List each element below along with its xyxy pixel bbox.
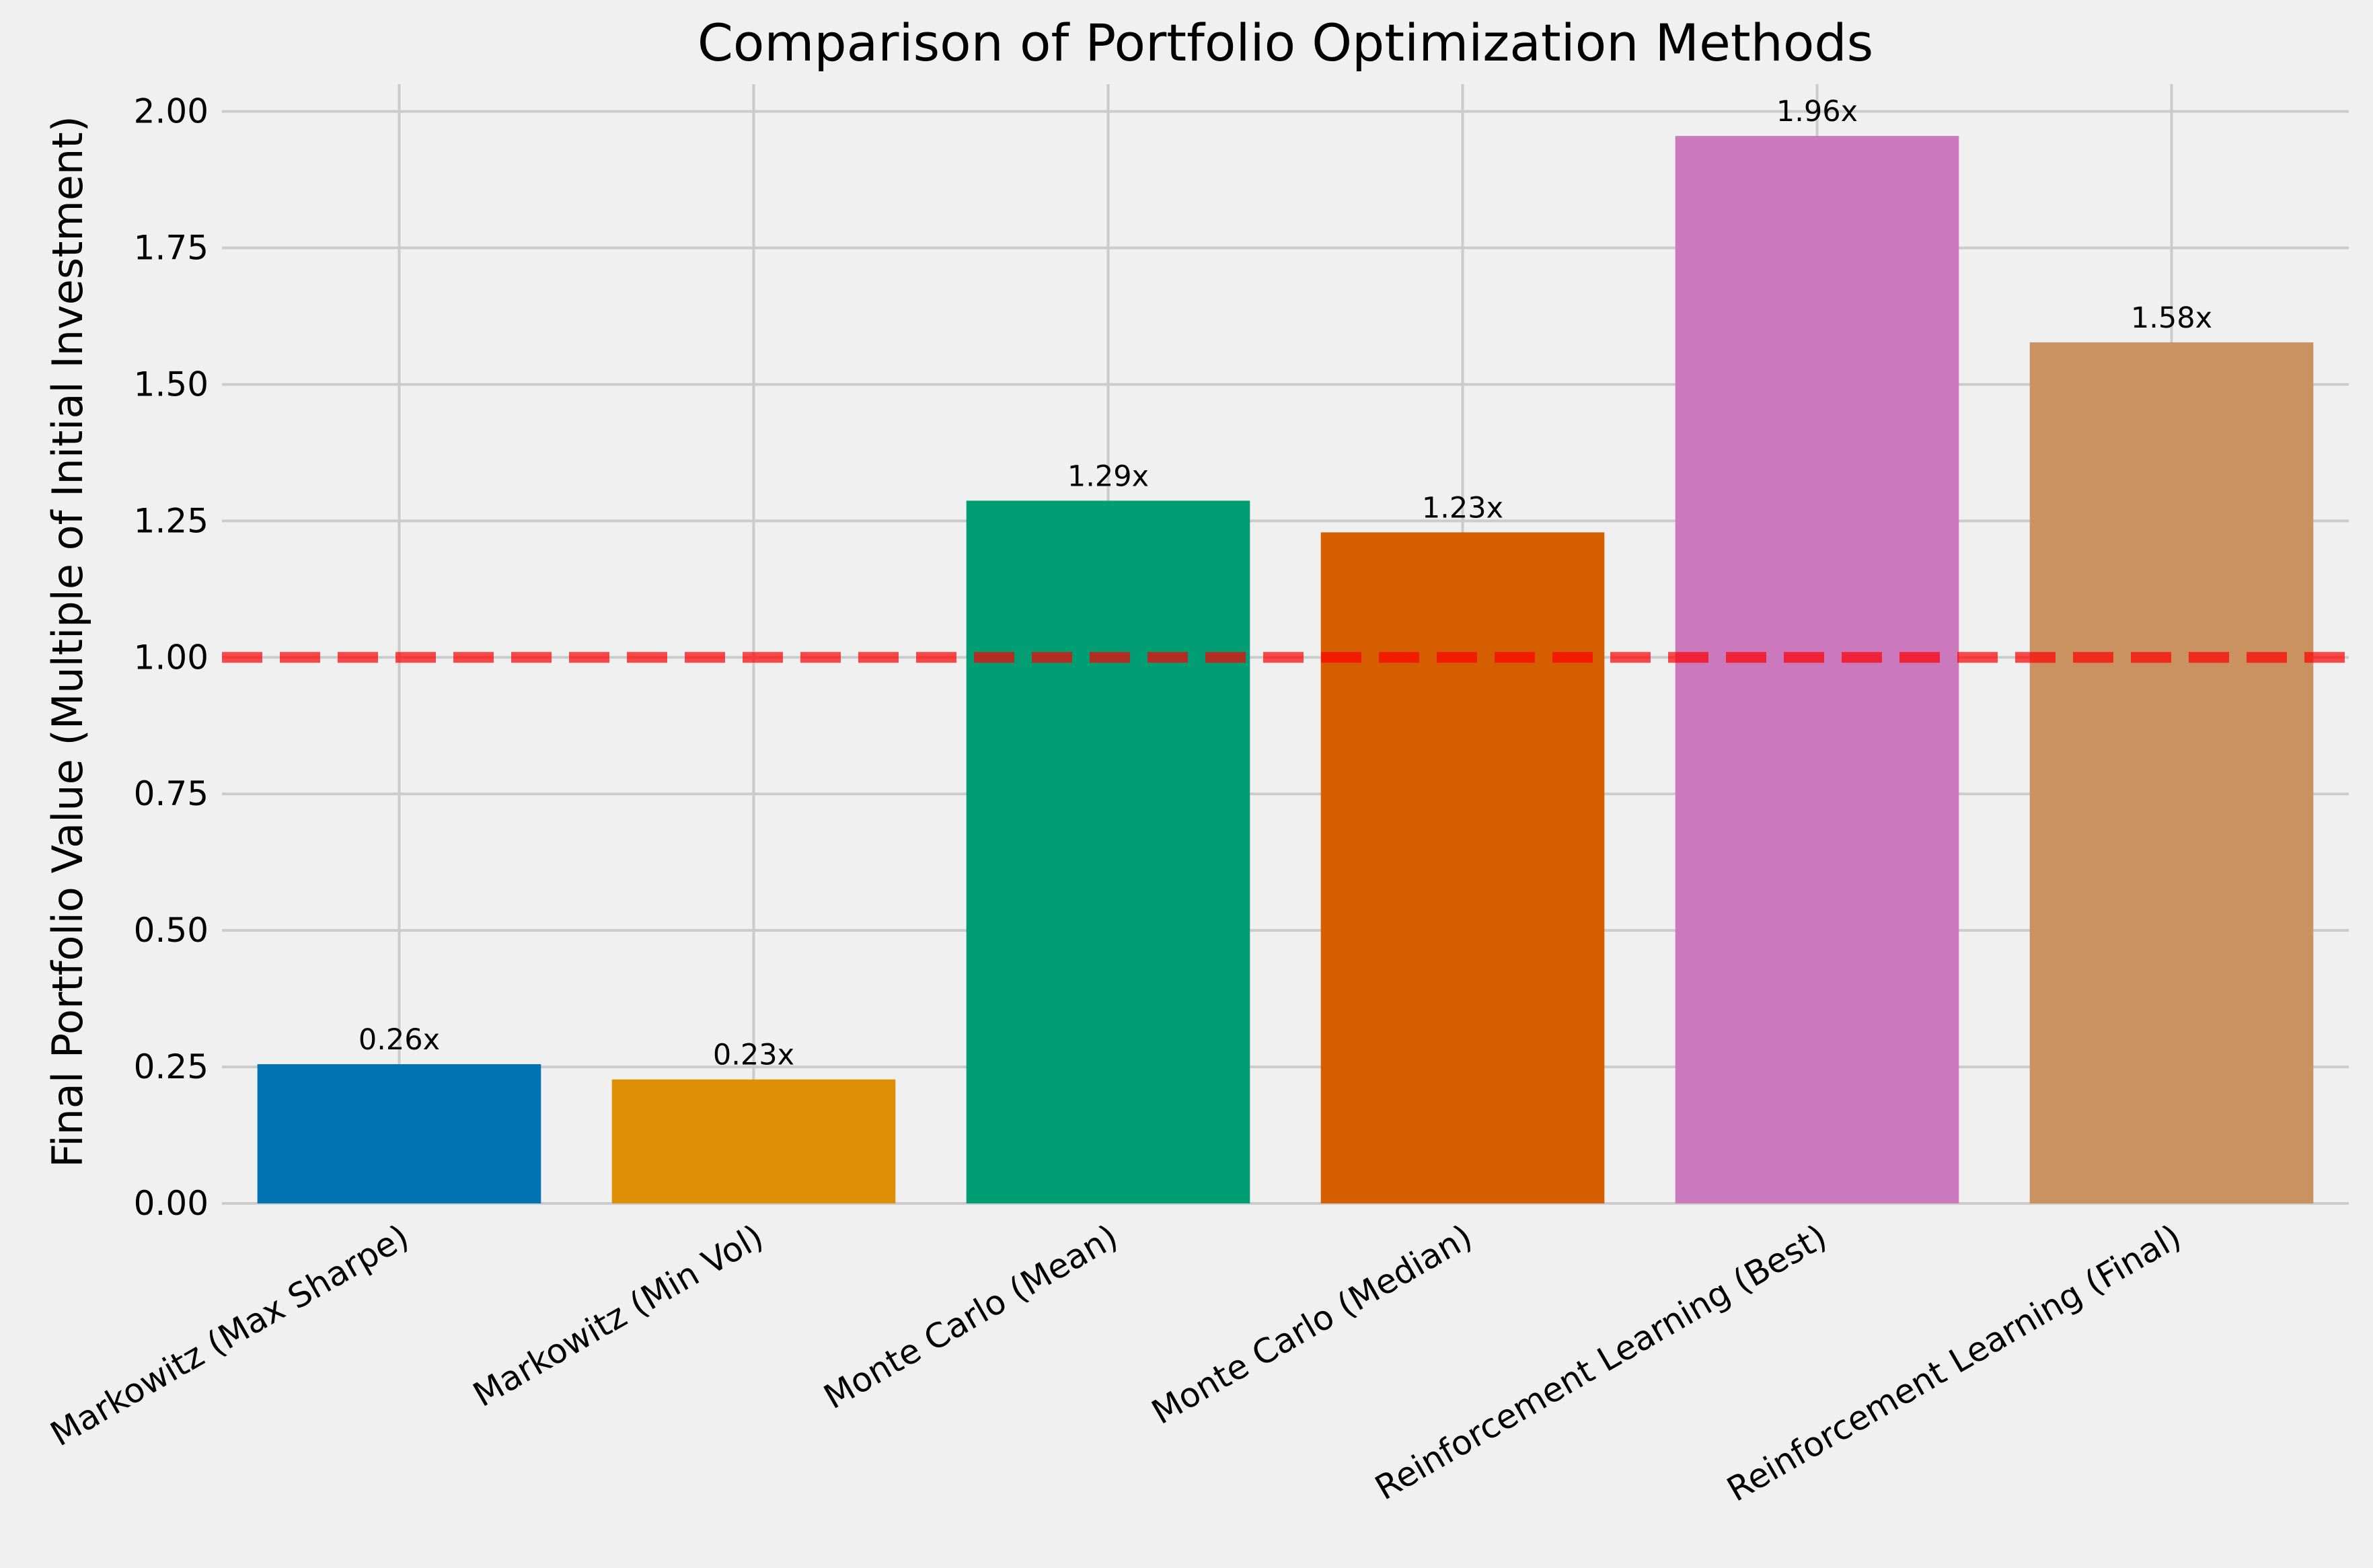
bar-value-label: 1.96x bbox=[1776, 95, 1858, 128]
bar bbox=[1675, 136, 1959, 1204]
bar bbox=[257, 1064, 541, 1203]
chart-title: Comparison of Portfolio Optimization Met… bbox=[698, 13, 1873, 73]
y-ticks: 0.00 0.25 0.50 0.75 1.00 1.25 1.50 1.75 2.00 bbox=[134, 92, 209, 1223]
y-tick-label: 1.75 bbox=[134, 229, 209, 268]
data-labels: 0.26x 0.23x 1.29x 1.23x 1.96x 1.58x bbox=[359, 95, 2212, 1072]
bars bbox=[257, 136, 2314, 1204]
bar bbox=[1320, 532, 1605, 1203]
y-tick-label: 0.25 bbox=[134, 1047, 209, 1086]
bar-value-label: 0.26x bbox=[359, 1023, 440, 1057]
y-tick-label: 2.00 bbox=[134, 92, 209, 131]
y-tick-label: 0.50 bbox=[134, 911, 209, 950]
bar bbox=[2029, 342, 2314, 1204]
y-tick-label: 0.75 bbox=[134, 774, 209, 813]
bar-value-label: 1.29x bbox=[1067, 459, 1149, 493]
bar-value-label: 1.58x bbox=[2131, 301, 2212, 335]
x-ticks: Markowitz (Max Sharpe) Markowitz (Min Vol… bbox=[44, 1217, 2187, 1509]
x-tick-label: Markowitz (Max Sharpe) bbox=[44, 1217, 415, 1454]
bar-value-label: 0.23x bbox=[713, 1039, 794, 1072]
x-tick-label: Monte Carlo (Median) bbox=[1145, 1217, 1479, 1432]
bar-value-label: 1.23x bbox=[1422, 491, 1503, 525]
bar bbox=[966, 500, 1250, 1203]
x-tick-label: Markowitz (Min Vol) bbox=[467, 1217, 770, 1415]
x-tick-label: Monte Carlo (Mean) bbox=[817, 1217, 1124, 1417]
bar bbox=[611, 1079, 896, 1203]
y-tick-label: 0.00 bbox=[134, 1184, 209, 1223]
y-axis-label: Final Portfolio Value (Multiple of Initi… bbox=[43, 116, 92, 1168]
y-tick-label: 1.00 bbox=[134, 638, 209, 677]
y-tick-label: 1.50 bbox=[134, 365, 209, 404]
y-tick-label: 1.25 bbox=[134, 501, 209, 540]
